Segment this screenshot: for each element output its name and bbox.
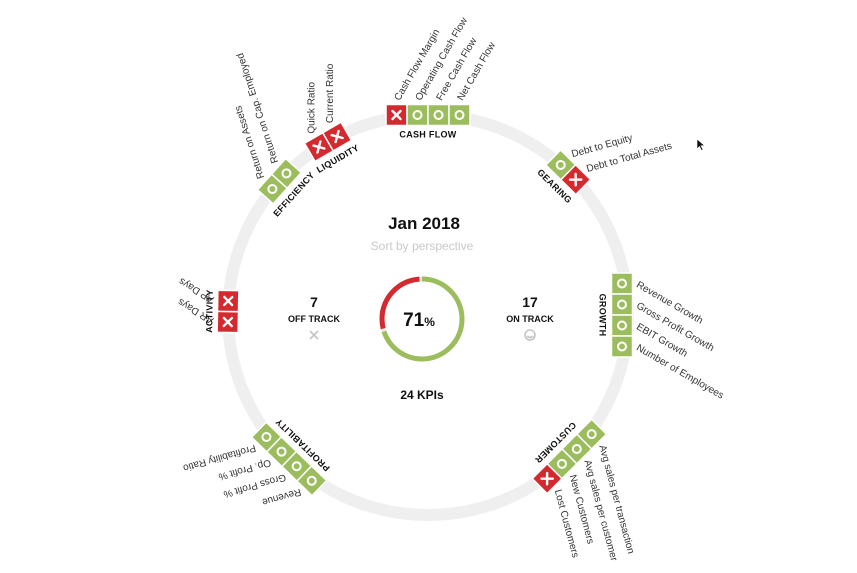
on-track-circle-icon [291,461,302,472]
off-track-x-icon [222,295,234,307]
off-track-x-icon [222,316,234,328]
period-title[interactable]: Jan 2018 [388,214,460,233]
on-track-circle-icon [617,299,627,310]
off-track-x-icon [312,140,326,154]
on-track-circle-icon [454,110,465,120]
on-track-circle-icon [412,110,423,120]
on-track-circle-icon [433,110,444,120]
kpi-total: 24 KPIs [400,388,444,402]
on-track-label: ON TRACK [506,314,554,324]
on-track-circle-icon [586,429,597,440]
percent-symbol: % [424,315,435,329]
on-track-tile [406,103,429,127]
group-label-cash-flow: CASH FLOW [399,130,456,140]
on-track-circle-icon [555,159,566,170]
kpi-tile-current-ratio[interactable]: Current Ratio [293,58,373,152]
off-track-x-icon [540,471,554,486]
kpi-tile-debt-to-total-assets[interactable]: Debt to Total Assets [559,105,677,222]
mouse-cursor-icon [696,138,706,151]
off-track-summary[interactable]: 7 OFF TRACK [288,294,340,340]
on-track-circle-icon [306,475,317,486]
off-track-label: OFF TRACK [288,314,340,324]
on-track-tile [270,157,303,190]
on-track-smile-icon [524,329,536,341]
on-track-tile [250,421,283,453]
kpi-label-current-ratio: Current Ratio [325,63,336,123]
on-track-tile [610,293,634,316]
group-label-activity: ACTIVITY [204,289,215,333]
on-track-count: 17 [522,294,538,310]
percent-readout: 71% [403,310,435,331]
on-track-circle-icon [617,278,627,289]
on-track-circle-icon [267,184,278,195]
on-track-tile [610,272,634,295]
percent-value: 71 [403,310,425,331]
on-track-circle-icon [571,443,582,454]
on-track-donut: 71% [379,276,465,362]
off-track-x-icon [330,129,344,144]
on-track-circle-icon [556,458,567,469]
off-track-x-icon [568,172,583,187]
on-track-tile [427,103,450,127]
donut-on-track-arc [379,276,465,362]
on-track-circle-icon [261,432,272,443]
on-track-circle-icon [617,320,627,331]
kpi-tile-net-cash-flow[interactable]: Net Cash Flow [448,40,498,127]
off-track-x-icon [391,109,402,121]
off-track-x-icon [309,330,319,340]
on-track-tile [448,103,471,127]
kpi-label-revenue: Revenue [260,486,302,508]
on-track-circle-icon [276,446,287,457]
on-track-tile [610,335,634,358]
on-track-circle-icon [617,341,627,352]
off-track-count: 7 [310,294,318,310]
kpi-label-quick-ratio: Quick Ratio [307,82,318,134]
donut-off-track-arc [379,276,465,362]
sort-by-perspective-link[interactable]: Sort by perspective [371,239,474,253]
on-track-summary[interactable]: 17 ON TRACK [506,294,554,341]
on-track-circle-icon [281,168,292,179]
group-label-growth: GROWTH [598,294,608,337]
on-track-tile [610,314,634,337]
kpi-tile-quick-ratio[interactable]: Quick Ratio [278,77,351,163]
